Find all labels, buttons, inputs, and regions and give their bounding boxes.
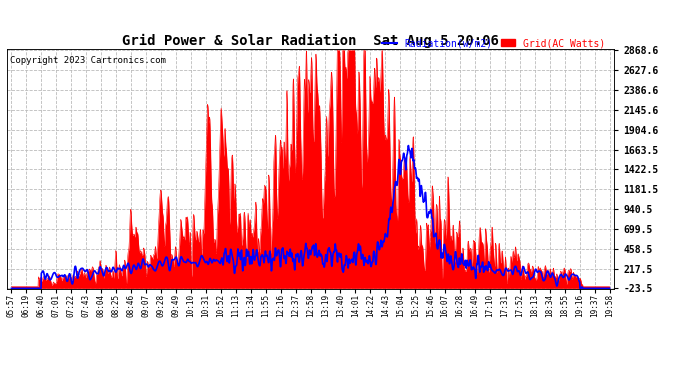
Title: Grid Power & Solar Radiation  Sat Aug 5 20:06: Grid Power & Solar Radiation Sat Aug 5 2… [122, 33, 499, 48]
Legend: Radiation(w/m2), Grid(AC Watts): Radiation(w/m2), Grid(AC Watts) [379, 34, 609, 52]
Text: Copyright 2023 Cartronics.com: Copyright 2023 Cartronics.com [10, 56, 166, 65]
